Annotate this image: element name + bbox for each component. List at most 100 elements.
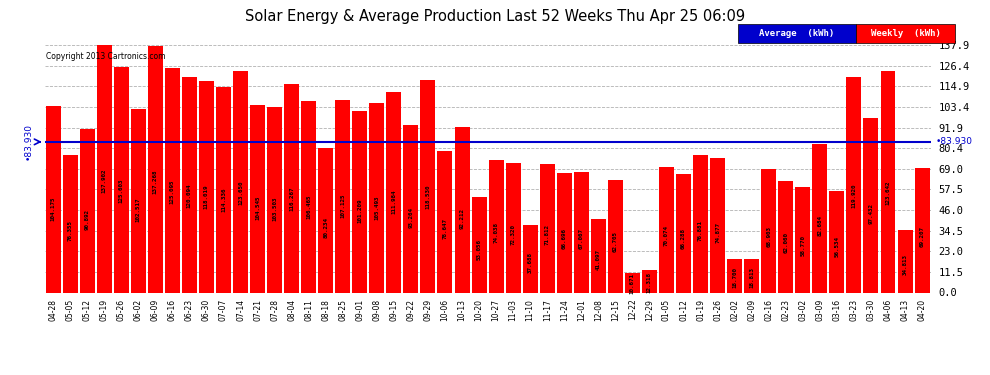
Bar <box>421 80 436 292</box>
Bar <box>301 101 316 292</box>
Text: 37.688: 37.688 <box>528 252 533 273</box>
Bar <box>642 270 657 292</box>
Text: 90.892: 90.892 <box>85 209 90 230</box>
Text: Solar Energy & Average Production Last 52 Weeks Thu Apr 25 06:09: Solar Energy & Average Production Last 5… <box>245 9 745 24</box>
Text: 12.318: 12.318 <box>646 272 652 293</box>
Bar <box>710 158 725 292</box>
Text: 72.320: 72.320 <box>511 224 516 245</box>
Text: 101.209: 101.209 <box>357 198 362 223</box>
Text: Average  (kWh): Average (kWh) <box>759 29 835 38</box>
Text: 93.264: 93.264 <box>409 207 414 228</box>
Text: 118.019: 118.019 <box>204 185 209 209</box>
Text: 119.920: 119.920 <box>851 183 856 208</box>
Bar <box>318 148 334 292</box>
Text: 69.207: 69.207 <box>920 226 925 247</box>
Text: 74.038: 74.038 <box>494 222 499 243</box>
Bar <box>523 225 538 292</box>
Bar <box>830 191 844 292</box>
Text: 10.671: 10.671 <box>630 273 635 294</box>
Text: 120.094: 120.094 <box>187 183 192 208</box>
Text: 82.684: 82.684 <box>818 215 823 236</box>
Text: 125.095: 125.095 <box>170 179 175 204</box>
Bar <box>454 127 469 292</box>
Text: 137.268: 137.268 <box>152 170 157 194</box>
Text: 137.902: 137.902 <box>102 169 107 194</box>
Bar <box>693 154 708 292</box>
Text: 66.696: 66.696 <box>561 228 566 249</box>
Text: 71.812: 71.812 <box>544 224 549 245</box>
Bar <box>813 144 828 292</box>
Bar <box>608 180 623 292</box>
Bar <box>659 167 674 292</box>
Bar <box>846 77 861 292</box>
Text: 41.097: 41.097 <box>596 249 601 270</box>
Bar <box>352 111 367 292</box>
Text: 97.432: 97.432 <box>868 203 873 224</box>
Bar <box>727 259 742 292</box>
Text: Copyright 2013 Cartronics.com: Copyright 2013 Cartronics.com <box>47 53 165 62</box>
Bar <box>778 181 793 292</box>
Bar <box>471 197 486 292</box>
Text: 123.642: 123.642 <box>885 180 890 205</box>
Bar <box>880 70 896 292</box>
Bar <box>676 174 691 292</box>
Text: 103.503: 103.503 <box>272 196 277 221</box>
Text: 62.060: 62.060 <box>783 232 788 253</box>
Text: 58.770: 58.770 <box>800 234 805 255</box>
Text: 76.881: 76.881 <box>698 220 703 241</box>
Text: 76.355: 76.355 <box>67 220 72 242</box>
Bar <box>386 92 401 292</box>
Text: 92.212: 92.212 <box>459 207 464 228</box>
Bar <box>556 173 572 292</box>
Bar <box>182 77 197 292</box>
Bar <box>625 273 640 292</box>
Text: 104.175: 104.175 <box>50 196 55 220</box>
Bar <box>79 129 95 292</box>
Bar <box>267 107 282 292</box>
Bar <box>284 84 299 292</box>
Text: 34.813: 34.813 <box>903 254 908 275</box>
Text: 111.984: 111.984 <box>391 190 396 214</box>
Text: •83.930: •83.930 <box>936 137 973 146</box>
Text: 18.813: 18.813 <box>749 267 754 288</box>
Bar <box>165 68 180 292</box>
Text: 18.700: 18.700 <box>733 267 738 288</box>
Text: Weekly  (kWh): Weekly (kWh) <box>871 29 940 38</box>
Text: 62.705: 62.705 <box>613 231 618 252</box>
Text: 78.647: 78.647 <box>443 219 447 240</box>
Text: 74.877: 74.877 <box>715 222 720 243</box>
Bar <box>62 156 77 292</box>
Bar <box>97 45 112 292</box>
Bar <box>438 152 452 292</box>
Text: 70.074: 70.074 <box>664 225 669 246</box>
Text: 106.465: 106.465 <box>306 194 311 219</box>
Bar <box>114 67 129 292</box>
Text: 105.493: 105.493 <box>374 195 379 219</box>
Bar <box>795 187 810 292</box>
Bar <box>506 163 521 292</box>
Bar <box>369 103 384 292</box>
Bar <box>761 169 776 292</box>
Text: 102.517: 102.517 <box>136 198 141 222</box>
Text: 56.534: 56.534 <box>835 236 840 257</box>
Text: 107.125: 107.125 <box>341 194 346 218</box>
Bar <box>250 105 265 292</box>
Bar <box>898 230 913 292</box>
Text: 68.903: 68.903 <box>766 226 771 248</box>
Bar <box>574 172 589 292</box>
Bar <box>863 118 878 292</box>
Text: 104.545: 104.545 <box>255 196 260 220</box>
Bar <box>540 164 554 292</box>
Text: 53.056: 53.056 <box>476 239 481 260</box>
Bar <box>915 168 930 292</box>
Text: 118.530: 118.530 <box>426 184 431 209</box>
Bar <box>148 46 162 292</box>
Bar <box>46 105 60 292</box>
Text: 67.067: 67.067 <box>579 228 584 249</box>
Bar <box>403 125 419 292</box>
Bar <box>233 70 248 292</box>
Text: 66.288: 66.288 <box>681 228 686 249</box>
Bar <box>744 259 759 292</box>
Text: 125.603: 125.603 <box>119 179 124 203</box>
Text: 114.336: 114.336 <box>221 188 226 212</box>
